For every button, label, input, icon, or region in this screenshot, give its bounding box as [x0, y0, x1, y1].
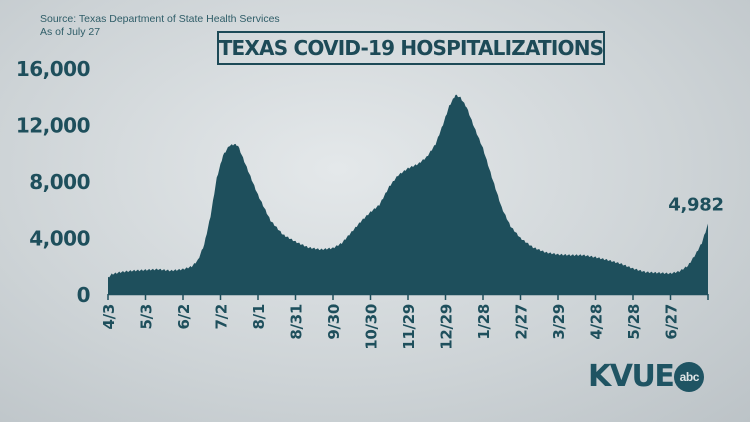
x-tick-label: 5/3 [138, 304, 156, 329]
chart-title-box: TEXAS COVID-19 HOSPITALIZATIONS [217, 31, 605, 65]
source-note: Source: Texas Department of State Health… [40, 13, 280, 39]
x-tick-label: 8/1 [250, 304, 268, 329]
plot-area [108, 94, 708, 294]
x-tick-label: 5/28 [625, 304, 643, 340]
chart-title: TEXAS COVID-19 HOSPITALIZATIONS [218, 36, 604, 60]
x-tick-label: 6/27 [663, 304, 681, 340]
x-tick-label: 11/29 [400, 304, 418, 350]
x-tick-label: 9/30 [325, 304, 343, 340]
kvue-abc-logo: KVUE abc [588, 359, 705, 394]
annotation-layer: 4,982 [668, 195, 724, 216]
kvue-logo-text: KVUE [588, 359, 675, 394]
x-tick-label: 4/28 [588, 304, 606, 340]
x-axis: 4/3 5/3 6/2 7/2 8/1 8/31 9/30 10/30 11/29 12/29 1/… [100, 293, 709, 350]
as-of-date: As of July 27 [40, 26, 101, 38]
hospitalizations-area [108, 94, 708, 294]
y-tick-label: 0 [77, 283, 90, 307]
source-line: Source: Texas Department of State Health… [40, 13, 280, 25]
y-tick-label: 12,000 [16, 114, 90, 138]
y-tick-label: 8,000 [29, 170, 90, 194]
x-tick-label: 1/28 [475, 304, 493, 340]
last-value-label: 4,982 [668, 195, 723, 216]
abc-logo-icon: abc [674, 362, 705, 392]
x-tick-label: 7/2 [213, 304, 231, 329]
y-tick-label: 4,000 [29, 227, 90, 251]
x-tick-label: 2/27 [513, 304, 531, 340]
y-axis: 0 4,000 8,000 12,000 16,000 [16, 57, 91, 307]
x-tick-label: 3/29 [550, 304, 568, 340]
x-tick-label: 4/3 [100, 304, 118, 329]
x-tick-label: 8/31 [288, 304, 306, 340]
x-tick-label: 10/30 [363, 304, 381, 350]
x-tick-label: 12/29 [438, 304, 456, 350]
abc-logo-text: abc [679, 370, 700, 384]
y-tick-label: 16,000 [16, 57, 90, 81]
x-tick-label: 6/2 [175, 304, 193, 329]
